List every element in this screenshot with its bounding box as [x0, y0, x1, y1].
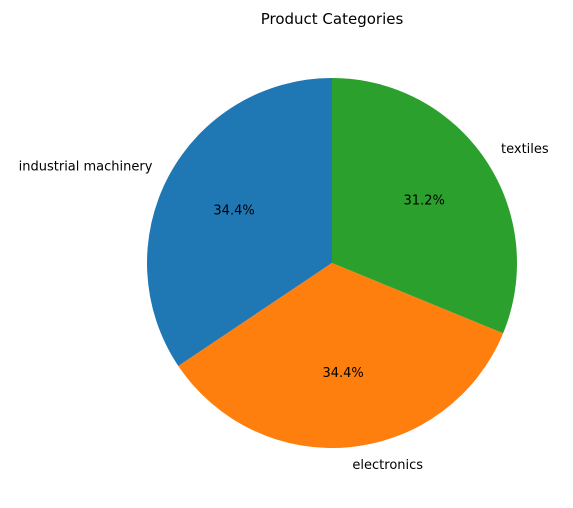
pie-percent-textiles: 31.2%	[404, 194, 445, 209]
pie-percent-labels: 34.4% 34.4% 31.2%	[213, 194, 444, 381]
pie-label-textiles: textiles	[501, 142, 549, 157]
pie-percent-electronics: 34.4%	[322, 366, 363, 381]
pie-slice-industrial-machinery	[147, 78, 332, 367]
pie-slices	[147, 78, 518, 448]
pie-label-industrial-machinery: industrial machinery	[19, 160, 153, 175]
pie-percent-industrial-machinery: 34.4%	[213, 203, 254, 218]
pie-label-electronics: electronics	[352, 458, 423, 473]
pie-slice-electronics	[178, 263, 504, 448]
chart-title: Product Categories	[261, 10, 404, 28]
pie-category-labels: industrial machinery electronics textiles	[19, 142, 549, 473]
pie-slice-textiles	[332, 78, 518, 334]
